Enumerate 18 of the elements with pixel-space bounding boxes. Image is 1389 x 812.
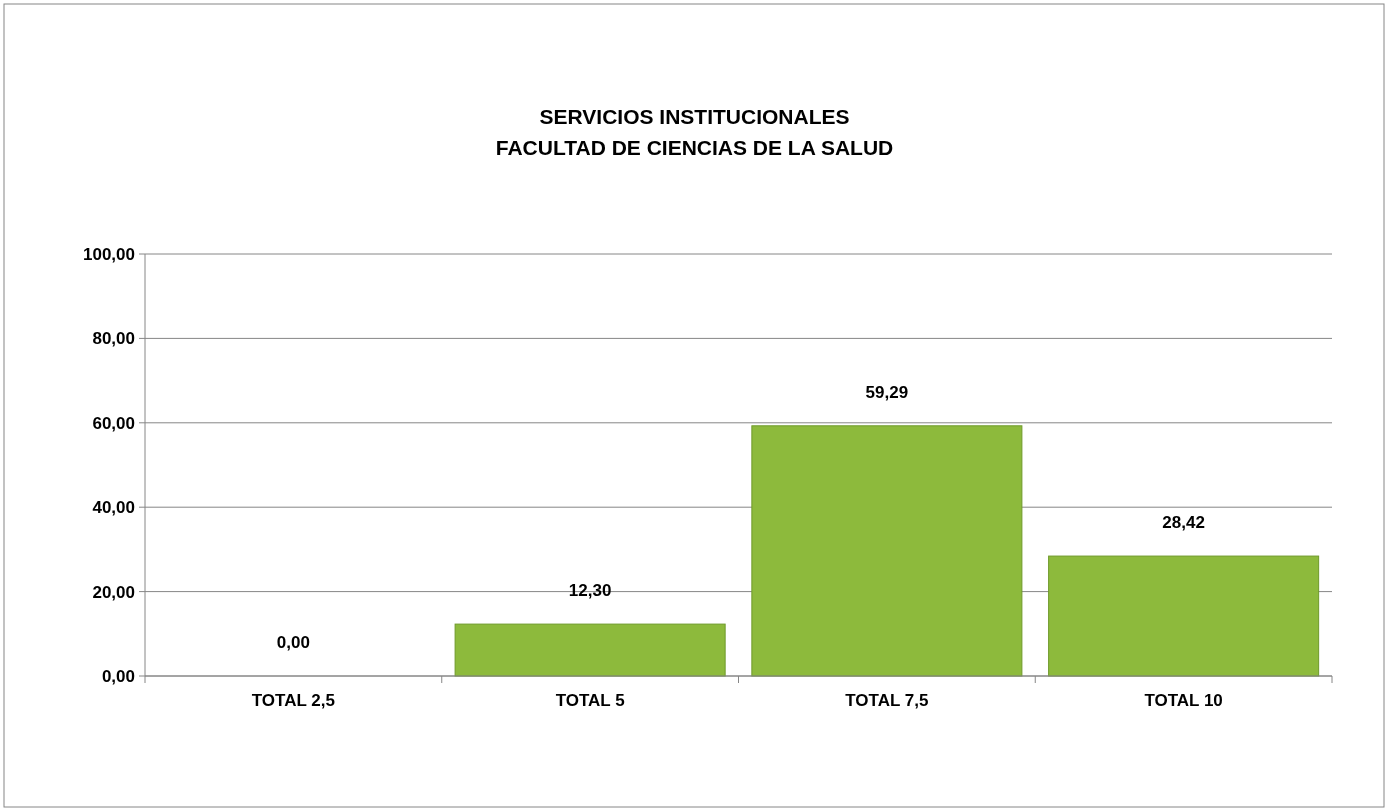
x-tick-label: TOTAL 10 (1144, 691, 1223, 710)
data-label: 12,30 (568, 581, 612, 601)
bar (454, 623, 726, 677)
bar (751, 425, 1023, 677)
chart-title: SERVICIOS INSTITUCIONALES FACULTAD DE CIENCIAS DE LA SALUD (495, 105, 894, 159)
y-tick-label: 0,00 (101, 666, 135, 686)
y-tick-label: 40,00 (92, 498, 135, 518)
x-tick-label: TOTAL 5 (555, 691, 625, 710)
data-label: 59,29 (865, 382, 909, 402)
data-label: 28,42 (1162, 513, 1205, 533)
x-tick-label: TOTAL 7,5 (845, 691, 929, 710)
y-tick-label: 20,00 (92, 582, 135, 602)
y-tick-label: 100,00 (83, 244, 135, 264)
x-tick-label: TOTAL 2,5 (251, 691, 335, 710)
data-label: 0,00 (276, 633, 310, 652)
y-tick-label: 80,00 (92, 329, 135, 349)
bar (1048, 555, 1320, 677)
y-tick-label: 60,00 (92, 413, 135, 433)
